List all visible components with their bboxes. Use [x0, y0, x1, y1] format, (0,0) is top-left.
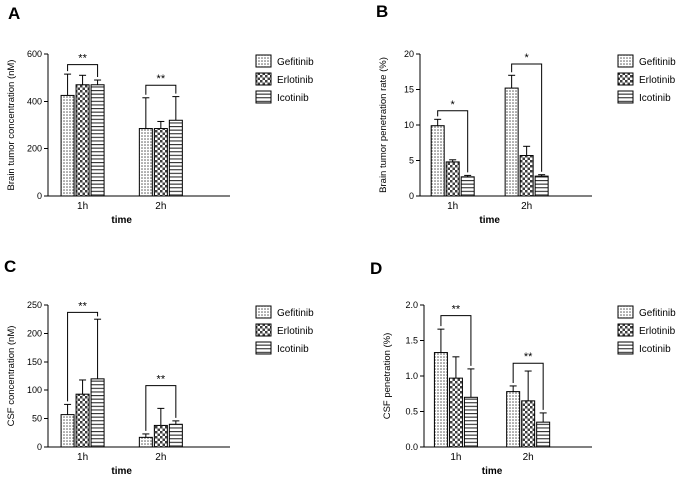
svg-text:Icotinib: Icotinib: [639, 93, 671, 104]
svg-text:15: 15: [404, 85, 414, 95]
svg-text:2h: 2h: [155, 201, 166, 212]
svg-text:time: time: [111, 215, 132, 226]
svg-text:Icotinib: Icotinib: [277, 344, 309, 355]
svg-text:250: 250: [27, 300, 42, 310]
svg-text:Erlotinib: Erlotinib: [639, 326, 676, 337]
svg-text:100: 100: [27, 385, 42, 395]
chart-panel-B-brain-tumor-penetration-rate: 0 5 10 15 20 Brain tumor penetration rate (%)…: [378, 49, 676, 226]
svg-text:*: *: [451, 99, 456, 111]
svg-text:1h: 1h: [447, 201, 458, 212]
svg-text:1h: 1h: [77, 452, 88, 463]
svg-text:time: time: [479, 215, 500, 226]
panel-letter-C: C: [4, 257, 17, 276]
svg-text:CSF concentration (nM): CSF concentration (nM): [6, 326, 17, 427]
svg-text:**: **: [157, 374, 166, 386]
svg-text:**: **: [157, 73, 166, 85]
svg-text:0: 0: [37, 442, 42, 452]
svg-text:Icotinib: Icotinib: [639, 344, 671, 355]
svg-text:10: 10: [404, 120, 414, 130]
svg-text:0.0: 0.0: [405, 442, 418, 452]
chart-panel-C-csf-concentration: 0 50 100 150 200 250 CSF concentration (nM) 1h 2…: [6, 300, 314, 477]
svg-text:Erlotinib: Erlotinib: [639, 75, 676, 86]
svg-text:time: time: [111, 466, 132, 477]
svg-text:50: 50: [32, 414, 42, 424]
svg-text:20: 20: [404, 49, 414, 59]
svg-text:200: 200: [27, 328, 42, 338]
svg-text:Gefitinib: Gefitinib: [277, 57, 314, 68]
svg-text:2h: 2h: [523, 452, 534, 463]
svg-text:Brain tumor concentration (nM): Brain tumor concentration (nM): [6, 60, 17, 191]
svg-text:1.0: 1.0: [405, 371, 418, 381]
svg-text:**: **: [452, 304, 461, 316]
svg-text:1h: 1h: [77, 201, 88, 212]
svg-text:**: **: [78, 53, 87, 65]
svg-text:time: time: [482, 466, 503, 477]
svg-text:600: 600: [27, 49, 42, 59]
svg-text:0.5: 0.5: [405, 407, 418, 417]
svg-text:2h: 2h: [521, 201, 532, 212]
panel-C: C 0 50 100 150 200 250 CSF concentration (nM) 1…: [0, 251, 350, 502]
svg-text:150: 150: [27, 357, 42, 367]
panel-letter-B: B: [376, 2, 389, 21]
svg-text:Icotinib: Icotinib: [277, 93, 309, 104]
svg-text:2.0: 2.0: [405, 300, 418, 310]
svg-text:1h: 1h: [450, 452, 461, 463]
svg-text:**: **: [524, 351, 533, 363]
svg-text:0: 0: [37, 191, 42, 201]
svg-text:*: *: [524, 52, 529, 64]
panel-letter-D: D: [370, 259, 383, 278]
svg-text:1.5: 1.5: [405, 336, 418, 346]
svg-text:Gefitinib: Gefitinib: [639, 57, 676, 68]
svg-text:5: 5: [409, 156, 414, 166]
chart-panel-A-brain-tumor-concentration: 0 200 400 600 Brain tumor concentration (nM)…: [6, 49, 314, 226]
svg-text:0: 0: [409, 191, 414, 201]
chart-panel-D-csf-penetration: 0.0 0.5 1.0 1.5 2.0 CSF penetration (%) 1h 2h ti…: [382, 300, 676, 477]
panel-D: D 0.0 0.5 1.0 1.5 2.0 CSF penetration (%) 1h 2h…: [350, 251, 700, 502]
panel-A: A 0 200 400 600 Brain tumor concentration (n…: [0, 0, 350, 251]
svg-text:400: 400: [27, 96, 42, 106]
svg-text:**: **: [78, 300, 87, 312]
panel-letter-A: A: [8, 4, 21, 23]
svg-text:Erlotinib: Erlotinib: [277, 326, 314, 337]
svg-text:Erlotinib: Erlotinib: [277, 75, 314, 86]
svg-text:Brain tumor penetration rate (: Brain tumor penetration rate (%): [378, 57, 389, 193]
svg-text:Gefitinib: Gefitinib: [639, 308, 676, 319]
svg-text:CSF penetration (%): CSF penetration (%): [382, 333, 393, 420]
svg-text:200: 200: [27, 144, 42, 154]
panel-B: B 0 5 10 15 20 Brain tumor penetration rate (…: [350, 0, 700, 251]
svg-text:2h: 2h: [155, 452, 166, 463]
svg-text:Gefitinib: Gefitinib: [277, 308, 314, 319]
